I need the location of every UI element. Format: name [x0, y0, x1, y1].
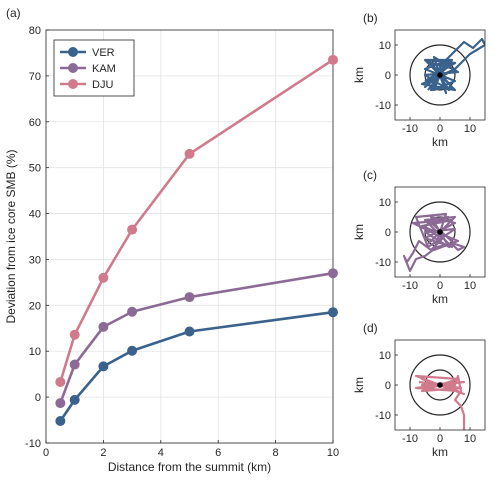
y-tick-label: 0 — [385, 70, 391, 82]
y-tick-label: 20 — [29, 300, 41, 312]
map-content-b — [409, 37, 485, 106]
flight-track-c — [402, 212, 466, 273]
y-tick-label: 0 — [385, 227, 391, 239]
y-tick-label: 10 — [379, 350, 391, 362]
x-tick-label: 0 — [43, 447, 49, 459]
legend-marker-kam — [68, 63, 78, 73]
data-point-dju — [98, 272, 109, 283]
y-axis-label-d: km — [352, 377, 366, 393]
y-tick-label: 0 — [35, 392, 41, 404]
x-axis-label-d: km — [432, 445, 448, 459]
panel-d: (d) -10 0 10 -10 0 10 km km — [352, 321, 486, 459]
data-point-dju — [55, 376, 66, 387]
data-point-ver — [127, 345, 138, 356]
series-line-kam — [59, 271, 334, 404]
x-tick-label: -10 — [402, 433, 418, 445]
data-point-ver — [328, 307, 338, 318]
x-axis-label-b: km — [432, 135, 448, 149]
data-point-dju — [184, 148, 195, 159]
x-tick-label: -10 — [402, 123, 418, 135]
y-tick-label: -10 — [25, 438, 41, 450]
radius-circle-10km — [409, 201, 471, 263]
x-tick-label: 10 — [464, 123, 476, 135]
data-point-kam — [55, 398, 66, 409]
x-tick-label: 10 — [464, 280, 476, 292]
panel-label-c: (c) — [363, 168, 377, 182]
radius-circle-10km — [409, 44, 471, 106]
panel-c: (c) -10 0 10 -10 0 10 km km — [352, 168, 486, 306]
series-line-dju — [59, 58, 334, 383]
summit-marker — [437, 72, 443, 78]
summit-marker — [437, 229, 443, 235]
x-tick-label: 6 — [215, 447, 221, 459]
y-axis-label-b: km — [352, 67, 366, 83]
y-tick-label: 10 — [379, 197, 391, 209]
x-tick-label: 0 — [437, 280, 443, 292]
data-point-dju — [127, 224, 138, 235]
y-tick-label: 50 — [29, 163, 41, 175]
data-point-dju — [69, 329, 80, 340]
x-tick-label: 10 — [327, 447, 339, 459]
panel-label-b: (b) — [363, 11, 378, 25]
data-point-ver — [55, 415, 66, 426]
x-tick-label: 2 — [100, 447, 106, 459]
y-tick-label: 80 — [29, 25, 41, 37]
y-tick-label: -10 — [375, 410, 391, 422]
radius-circle-10km — [409, 354, 471, 416]
y-axis-label: Deviation from ice core SMB (%) — [4, 149, 18, 323]
panel-b: (b) -10 0 10 -10 0 10 km km — [352, 11, 486, 149]
x-axis-label-c: km — [432, 292, 448, 306]
panel-label-d: (d) — [363, 321, 378, 335]
data-point-kam — [328, 268, 338, 279]
x-axis-label: Distance from the summit (km) — [108, 460, 271, 474]
x-tick-label: 8 — [273, 447, 279, 459]
data-point-ver — [98, 361, 109, 372]
plot-area-a — [46, 30, 333, 443]
x-tick-label: -10 — [402, 280, 418, 292]
x-tick-label: 0 — [437, 433, 443, 445]
x-tick-label: 0 — [437, 123, 443, 135]
y-tick-label: 60 — [29, 117, 41, 129]
legend-label-dju: DJU — [92, 79, 113, 91]
y-tick-label: 30 — [29, 254, 41, 266]
data-point-kam — [98, 321, 109, 332]
summit-marker — [437, 382, 443, 388]
y-tick-label: 10 — [29, 346, 41, 358]
data-point-ver — [69, 394, 80, 405]
data-point-dju — [328, 54, 338, 65]
y-tick-label: 0 — [385, 380, 391, 392]
map-content-d — [409, 354, 471, 430]
axes-box-a — [45, 29, 334, 444]
legend-label-ver: VER — [92, 47, 115, 59]
legend-marker-dju — [68, 79, 78, 89]
y-axis-label-c: km — [352, 224, 366, 240]
legend-marker-ver — [68, 47, 78, 57]
x-tick-label: 4 — [158, 447, 164, 459]
y-tick-label: 70 — [29, 71, 41, 83]
x-tick-label: 10 — [464, 433, 476, 445]
y-tick-label: -10 — [375, 257, 391, 269]
data-point-ver — [184, 326, 195, 337]
data-point-kam — [69, 359, 80, 370]
map-content-c — [402, 201, 471, 273]
data-point-kam — [184, 292, 195, 303]
y-tick-label: 10 — [379, 40, 391, 52]
legend-label-kam: KAM — [92, 63, 116, 75]
y-tick-label: -10 — [375, 100, 391, 112]
y-tick-label: 40 — [29, 209, 41, 221]
panel-a-label: (a) — [6, 6, 21, 20]
data-point-kam — [127, 306, 138, 317]
flight-track-d — [414, 374, 466, 430]
